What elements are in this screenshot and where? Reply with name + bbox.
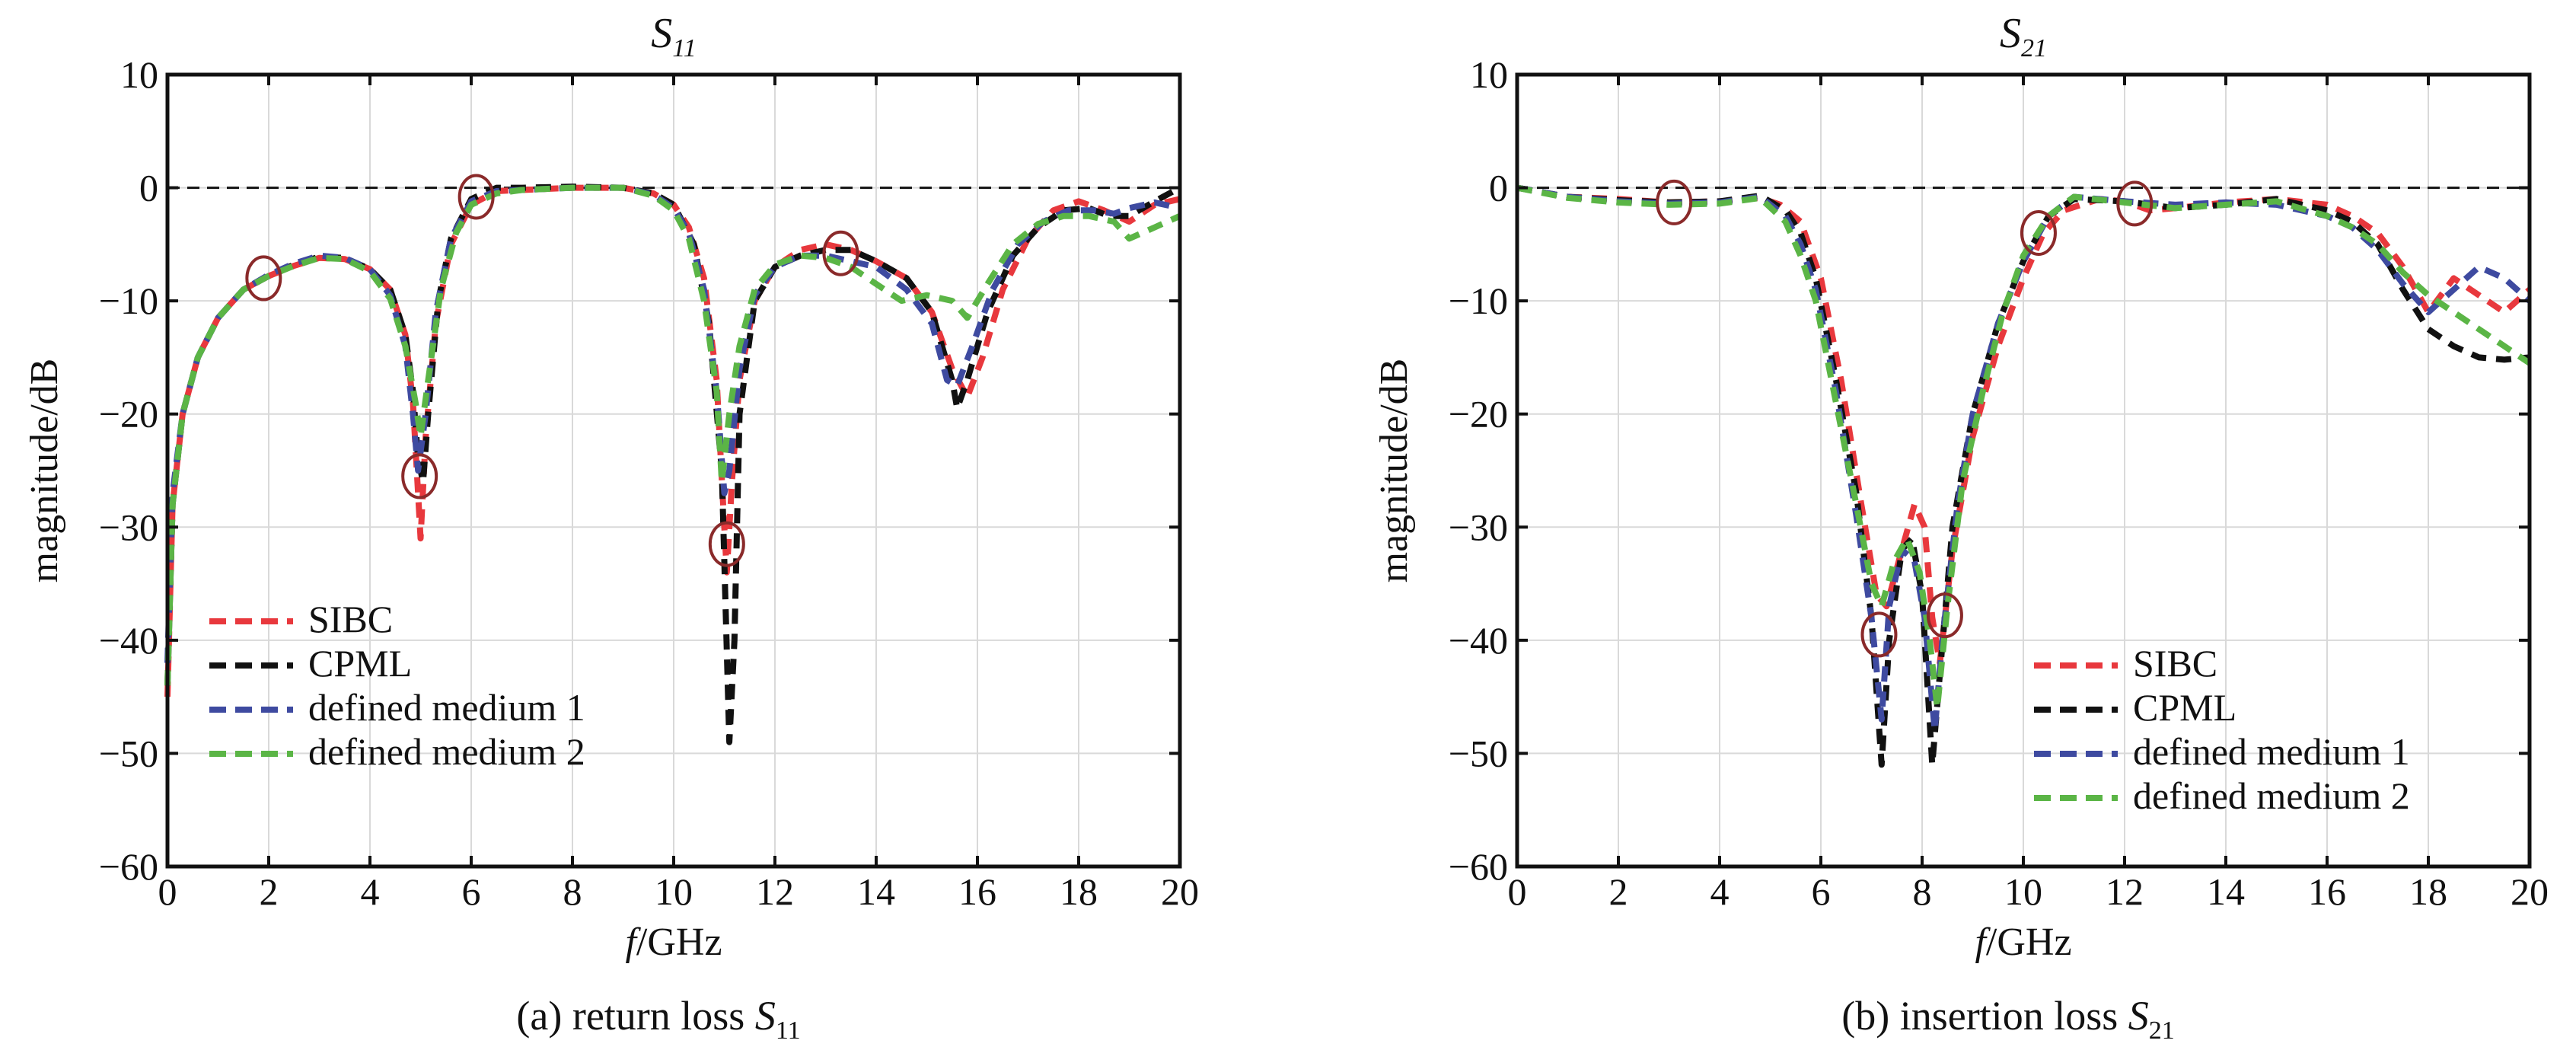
y-tick-label: −20 [1449, 393, 1508, 436]
x-tick-label: 16 [2308, 870, 2346, 913]
figure-caption: (b) insertion loss S21 [1841, 993, 2174, 1045]
y-tick-label: −20 [99, 393, 158, 436]
caption-subscript: 21 [2149, 1016, 2175, 1045]
highlight-marker [1860, 611, 1898, 658]
y-tick-label: −60 [1449, 845, 1508, 888]
highlight-marker [457, 174, 495, 220]
legend-label: SIBC [308, 598, 393, 640]
y-tick-label: −60 [99, 845, 158, 888]
series-line-defined-medium-2 [1516, 184, 2532, 711]
x-axis-label: f/GHz [1975, 921, 2071, 964]
highlight-marker [2020, 210, 2057, 256]
caption-subscript: 11 [776, 1016, 801, 1045]
title-letter: S [651, 10, 672, 57]
chart-s21: 0 2 4 6 8 10 12 14 16 18 20100−10−20−30−40−50−60S2… [1372, 10, 2549, 1045]
y-tick-label: 0 [1489, 167, 1508, 209]
highlight-marker [1926, 592, 1963, 639]
legend-label: CPML [308, 642, 412, 685]
highlight-marker [822, 230, 859, 276]
y-tick-label: −30 [99, 506, 158, 548]
caption-text: (a) return loss [516, 993, 754, 1039]
legend-label: CPML [2133, 686, 2236, 729]
x-tick-label: 14 [857, 870, 895, 913]
title-subscript: 11 [672, 34, 696, 62]
x-tick-label: 16 [958, 870, 996, 913]
y-axis-label: magnitude/dB [1372, 359, 1416, 583]
x-axis-label: f/GHz [625, 921, 722, 964]
x-tick-label: 6 [462, 870, 481, 913]
x-tick-label: 12 [756, 870, 794, 913]
legend-label: defined medium 2 [308, 730, 585, 773]
x-tick-label: 0 [158, 870, 177, 913]
x-tick-label: 12 [2106, 870, 2144, 913]
highlight-marker [1656, 179, 1693, 225]
y-tick-label: −50 [1449, 732, 1508, 774]
legend-label: SIBC [2133, 642, 2217, 685]
y-tick-label: 10 [1470, 53, 1508, 96]
chart-title: S11 [651, 10, 696, 62]
chart-s11: 0 2 4 6 8 10 12 14 16 18 20100−10−20−30−40−50−60S1… [23, 10, 1199, 1045]
x-tick-label: 4 [1710, 870, 1730, 913]
y-tick-label: −10 [99, 279, 158, 322]
y-tick-label: −10 [1449, 279, 1508, 322]
x-tick-label: 2 [1609, 870, 1628, 913]
x-tick-label: 10 [655, 870, 693, 913]
title-letter: S [2000, 10, 2021, 57]
highlight-marker [245, 255, 282, 302]
highlight-marker [708, 521, 745, 567]
x-axis-label-unit: /GHz [636, 921, 722, 964]
highlight-marker [2116, 180, 2154, 227]
series-line-defined-medium-2 [164, 184, 1181, 686]
legend-label: defined medium 1 [308, 686, 585, 729]
x-tick-label: 20 [2511, 870, 2549, 913]
x-tick-label: 2 [260, 870, 279, 913]
y-tick-label: 0 [139, 167, 158, 209]
x-tick-label: 8 [1913, 870, 1932, 913]
caption-text: (b) insertion loss [1841, 993, 2128, 1039]
x-tick-label: 14 [2207, 870, 2245, 913]
x-tick-label: 18 [2409, 870, 2447, 913]
series-line-sibc [1516, 184, 2532, 666]
x-axis-label-unit: /GHz [1986, 921, 2072, 964]
figure-caption: (a) return loss S11 [516, 993, 800, 1045]
y-tick-label: −40 [99, 619, 158, 662]
y-tick-label: −50 [99, 732, 158, 774]
legend-label: defined medium 1 [2133, 730, 2410, 773]
x-tick-label: 8 [563, 870, 582, 913]
y-tick-label: 10 [120, 53, 158, 96]
chart-title: S21 [2000, 10, 2047, 62]
highlight-marker [401, 453, 438, 499]
title-subscript: 21 [2021, 34, 2047, 62]
x-tick-label: 10 [2004, 870, 2042, 913]
x-tick-label: 4 [361, 870, 380, 913]
y-tick-label: −40 [1449, 619, 1508, 662]
legend-label: defined medium 2 [2133, 774, 2410, 817]
y-tick-label: −30 [1449, 506, 1508, 548]
caption-var: S [2128, 993, 2149, 1039]
x-tick-label: 6 [1812, 870, 1831, 913]
y-axis-label: magnitude/dB [23, 359, 66, 583]
x-tick-label: 20 [1161, 870, 1199, 913]
caption-var: S [755, 993, 776, 1039]
x-tick-label: 0 [1508, 870, 1527, 913]
x-tick-label: 18 [1060, 870, 1098, 913]
